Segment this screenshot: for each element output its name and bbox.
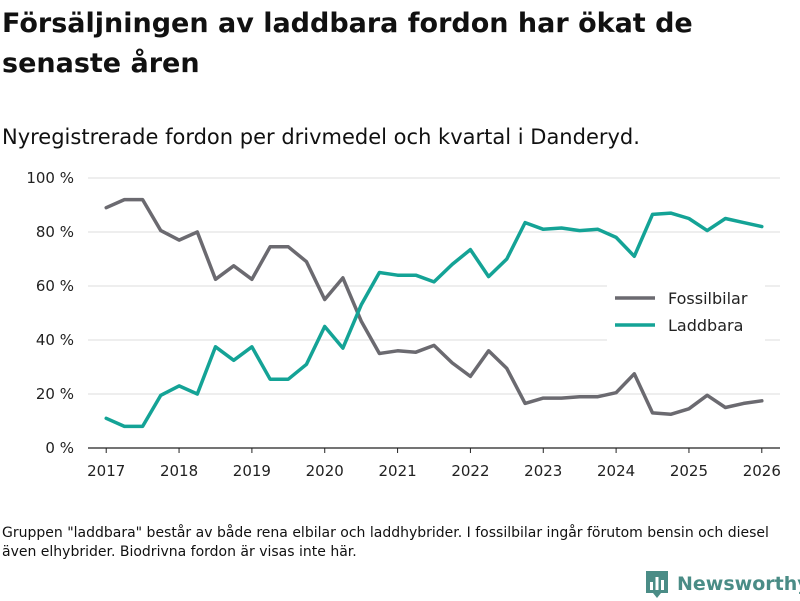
legend-background bbox=[607, 280, 765, 342]
y-tick-label: 80 % bbox=[36, 223, 74, 241]
x-tick-label: 2022 bbox=[451, 462, 489, 480]
y-axis: 0 % 20 % 40 % 60 % 80 % 100 % bbox=[26, 169, 74, 457]
legend-label: Laddbara bbox=[668, 316, 743, 335]
x-tick-label: 2020 bbox=[306, 462, 344, 480]
newsworthy-logo-icon bbox=[646, 571, 668, 598]
footnote: Gruppen "laddbara" består av både rena e… bbox=[2, 525, 769, 560]
x-tick-label: 2018 bbox=[160, 462, 198, 480]
series-lines bbox=[104, 197, 764, 429]
brand-name: Newsworthy bbox=[677, 573, 800, 595]
x-tick-label: 2024 bbox=[597, 462, 635, 480]
y-tick-label: 20 % bbox=[36, 385, 74, 403]
series-line-laddbara bbox=[104, 211, 764, 429]
y-tick-label: 60 % bbox=[36, 277, 74, 295]
series-line-fossilbilar bbox=[104, 197, 764, 417]
y-tick-label: 40 % bbox=[36, 331, 74, 349]
x-tick-label: 2025 bbox=[670, 462, 708, 480]
x-tick-label: 2023 bbox=[524, 462, 562, 480]
y-tick-label: 0 % bbox=[45, 439, 74, 457]
legend: Fossilbilar Laddbara bbox=[607, 280, 765, 342]
x-axis: 2017 2018 2019 2020 2021 2022 2023 2024 2025 2026 bbox=[87, 447, 781, 480]
x-tick-label: 2026 bbox=[743, 462, 781, 480]
x-tick-label: 2017 bbox=[87, 462, 125, 480]
x-tick-label: 2019 bbox=[233, 462, 271, 480]
brand-logo: Newsworthy bbox=[644, 567, 800, 601]
line-chart: 0 % 20 % 40 % 60 % 80 % 100 % 2017 2018 2019 202… bbox=[26, 169, 781, 480]
legend-label: Fossilbilar bbox=[668, 289, 748, 308]
chart-subtitle: Nyregistrerade fordon per drivmedel och … bbox=[2, 125, 640, 149]
chart-title: Försäljningen av laddbara fordon har öka… bbox=[2, 8, 693, 79]
x-tick-label: 2021 bbox=[378, 462, 416, 480]
y-tick-label: 100 % bbox=[26, 169, 74, 187]
